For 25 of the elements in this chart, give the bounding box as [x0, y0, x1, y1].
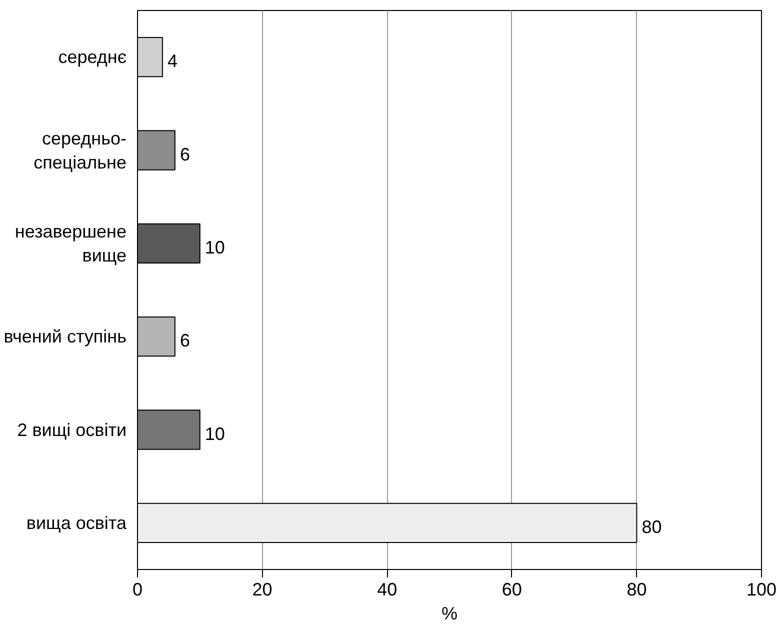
data-label: 10: [204, 424, 225, 444]
y-tick-label: вища освіта: [26, 512, 128, 533]
bar: [138, 223, 200, 264]
x-tick-label: 60: [502, 580, 522, 600]
bar: [138, 37, 163, 78]
data-label: 80: [642, 516, 662, 537]
data-label: 4: [167, 51, 178, 72]
x-tick-label: 40: [377, 580, 398, 600]
bar: [138, 316, 176, 357]
y-tick-label: середнє: [58, 47, 126, 68]
x-axis-title: %: [442, 604, 458, 624]
data-label: 6: [180, 330, 190, 351]
y-tick-label: вчений ступінь: [4, 326, 127, 347]
x-tick-label: 80: [626, 580, 647, 600]
bar: [138, 410, 200, 450]
x-tick-label: 0: [132, 580, 143, 600]
bar: [138, 502, 638, 543]
y-tick-label: 2 вищі освіти: [17, 420, 127, 440]
y-tick-label: незавершене вище: [14, 221, 127, 266]
x-tick-label: 20: [252, 580, 272, 600]
bar: [138, 130, 176, 170]
y-tick-label: середньо-спеціальне: [34, 128, 127, 172]
data-label: 6: [180, 144, 190, 164]
x-tick-label: 100: [746, 580, 777, 600]
data-label: 10: [204, 237, 225, 258]
